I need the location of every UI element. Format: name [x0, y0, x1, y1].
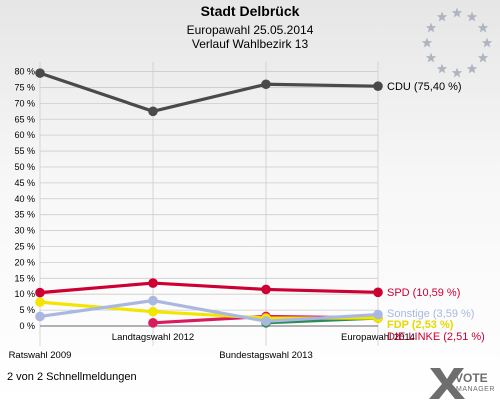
y-tick-label: 10 %	[14, 289, 35, 299]
chart-subtitle-2: Verlauf Wahlbezirk 13	[192, 37, 309, 51]
series-line	[38, 71, 380, 113]
footer-text: 2 von 2 Schnellmeldungen	[7, 371, 137, 383]
end-label: CDU (75,40 %)	[387, 81, 462, 93]
data-point	[148, 306, 158, 317]
eu-star	[436, 63, 448, 74]
eu-star	[425, 22, 437, 33]
data-point	[148, 318, 158, 328]
data-point	[148, 295, 158, 306]
data-point	[35, 311, 45, 322]
y-tick-label: 5 %	[19, 305, 35, 315]
data-point	[373, 81, 383, 91]
chart-series	[35, 68, 383, 328]
y-tick-label: 20 %	[14, 257, 35, 267]
votemanager-logo: VOTE MANAGER	[429, 368, 495, 399]
y-tick-label: 35 %	[14, 210, 35, 220]
eu-star	[466, 11, 478, 22]
y-tick-label: 55 %	[14, 146, 35, 156]
x-tick-label: Landtagswahl 2012	[112, 332, 194, 343]
end-label: DIE LINKE (2,51 %)	[387, 331, 485, 343]
chart-title: Stadt Delbrück	[201, 3, 300, 19]
eu-stars-icon	[421, 7, 493, 78]
vote-x-icon	[429, 368, 465, 399]
eu-star	[481, 37, 493, 48]
chart-subtitle: Europawahl 25.05.2014	[187, 23, 314, 37]
data-point	[148, 106, 158, 117]
x-axis-ticks: Ratswahl 2009 Landtagswahl 2012 Bundestags…	[9, 332, 415, 361]
data-point	[35, 68, 45, 78]
data-point	[373, 287, 383, 298]
data-point	[261, 284, 271, 295]
y-tick-label: 45 %	[14, 178, 35, 188]
y-tick-label: 25 %	[14, 241, 35, 251]
eu-star	[451, 7, 463, 18]
x-tick-label: Ratswahl 2009	[9, 350, 72, 361]
logo-text: VOTE	[455, 371, 488, 385]
eu-star	[421, 37, 433, 48]
y-axis-ticks: 0 % 5 % 10 % 15 % 20 % 25 % 30 % 35 % 40 % 45 % 50…	[14, 67, 35, 331]
series-end-labels: CDU (75,40 %) SPD (10,59 %) Sonstige (3,59…	[387, 81, 485, 343]
eu-star	[425, 52, 437, 63]
y-tick-label: 50 %	[14, 162, 35, 172]
end-label: SPD (10,59 %)	[387, 287, 460, 299]
data-point	[261, 316, 271, 327]
y-tick-label: 15 %	[14, 273, 35, 283]
y-tick-label: 40 %	[14, 194, 35, 204]
chart-grid	[39, 62, 379, 346]
y-tick-label: 30 %	[14, 226, 35, 236]
data-point	[35, 297, 45, 307]
series-line	[38, 281, 380, 295]
data-point	[35, 287, 45, 298]
y-tick-label: 0 %	[19, 321, 35, 331]
end-label: Sonstige (3,59 %)	[387, 308, 474, 320]
series-sonstige	[35, 295, 383, 327]
series-line	[38, 298, 380, 323]
eu-star	[451, 67, 463, 78]
eu-star	[436, 11, 448, 22]
y-tick-label: 70 %	[14, 98, 35, 108]
eu-star	[477, 52, 489, 63]
series-spd	[35, 278, 383, 298]
data-point	[148, 278, 158, 288]
x-tick-label: Bundestagswahl 2013	[219, 350, 313, 361]
eu-star	[477, 22, 489, 33]
end-label: FDP (2,53 %)	[387, 319, 454, 331]
y-tick-label: 80 %	[14, 67, 35, 77]
y-tick-label: 60 %	[14, 130, 35, 140]
data-point	[373, 309, 383, 320]
logo-subtext: MANAGER	[456, 386, 495, 393]
eu-star	[466, 63, 478, 74]
x-tick-label: Europawahl 2014	[341, 332, 415, 343]
data-point	[261, 79, 271, 90]
series-cdu	[35, 68, 383, 117]
y-tick-label: 75 %	[14, 82, 35, 92]
y-tick-label: 65 %	[14, 114, 35, 124]
